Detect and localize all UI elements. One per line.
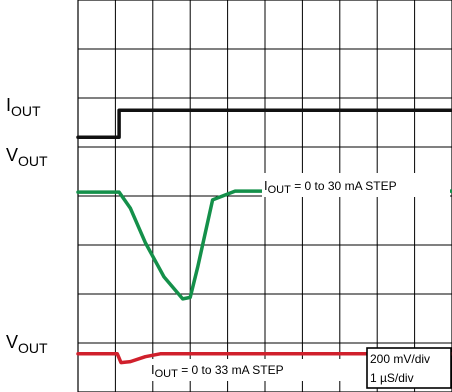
scale-box (366, 347, 452, 389)
iout-channel-label: IOUT (6, 95, 41, 119)
vout-channel-label-1: VOUT (6, 145, 48, 169)
annotation-33ma-step: IOUT = 0 to 33 mA STEP (151, 362, 284, 380)
scale-time-per-div: 1 µS/div (370, 371, 414, 385)
iout-trace (76, 108, 452, 139)
vout-trace-30ma (76, 189, 452, 301)
vout-channel-label-2: VOUT (6, 332, 48, 356)
scale-volts-per-div: 200 mV/div (370, 352, 430, 366)
annotation-30ma-step: IOUT = 0 to 30 mA STEP (264, 178, 397, 196)
annotation-30ma-background (262, 173, 450, 197)
vout-trace-33ma (76, 352, 452, 365)
traces (76, 108, 452, 365)
annotation-33ma-background (149, 359, 349, 381)
